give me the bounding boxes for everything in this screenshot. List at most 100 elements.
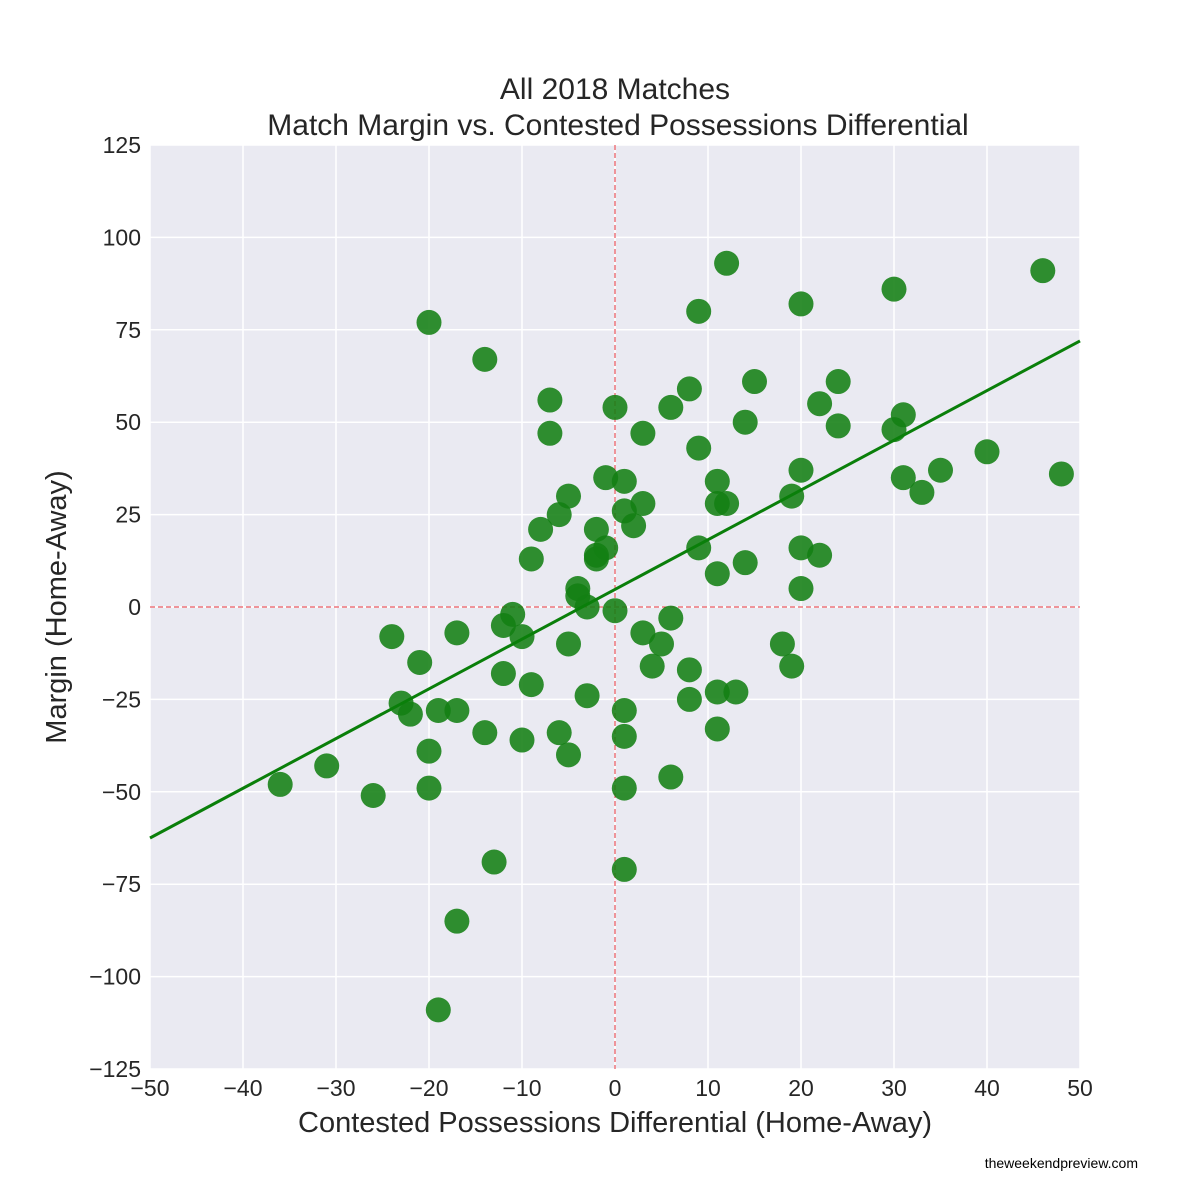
x-axis-label: Contested Possessions Differential (Home…: [298, 1107, 932, 1139]
data-points: [267, 250, 1074, 1023]
data-point: [593, 465, 619, 491]
data-point: [407, 649, 433, 675]
data-point: [881, 276, 907, 302]
data-point: [602, 598, 628, 624]
data-point: [649, 631, 674, 657]
data-point: [704, 679, 730, 705]
data-point: [602, 394, 628, 420]
data-point: [890, 465, 916, 491]
y-tick-label: 125: [103, 132, 141, 158]
x-tick-label: 0: [609, 1075, 622, 1101]
data-point: [1048, 461, 1074, 487]
data-point: [704, 716, 730, 742]
data-point: [425, 697, 451, 723]
y-tick-label: −75: [102, 871, 141, 897]
data-point: [714, 250, 740, 276]
x-tick-label: 40: [974, 1075, 1000, 1101]
y-tick-label: 75: [115, 317, 141, 343]
x-tick-label: 10: [695, 1075, 721, 1101]
data-point: [704, 468, 730, 494]
data-point: [360, 782, 386, 808]
data-point: [788, 457, 814, 483]
data-point: [546, 720, 572, 746]
data-point: [574, 683, 600, 709]
data-point: [444, 697, 470, 723]
x-tick-label: −30: [316, 1075, 355, 1101]
y-tick-label: 0: [128, 594, 141, 620]
data-point: [490, 661, 516, 687]
data-point: [611, 697, 637, 723]
data-point: [788, 291, 814, 317]
data-point: [416, 738, 442, 764]
data-point: [779, 653, 805, 679]
data-point: [714, 491, 740, 517]
data-point: [611, 856, 637, 882]
data-point: [611, 468, 637, 494]
data-point: [630, 620, 656, 646]
data-point: [881, 417, 907, 443]
x-tick-label: −40: [223, 1075, 262, 1101]
data-point: [686, 435, 712, 461]
trend-line: [149, 339, 1081, 840]
data-point: [416, 775, 442, 801]
data-point: [583, 546, 609, 572]
y-tick-label: 50: [115, 409, 141, 435]
data-point: [518, 546, 544, 572]
data-point: [928, 457, 953, 483]
data-point: [732, 409, 758, 435]
data-point: [676, 686, 702, 712]
data-point: [379, 624, 405, 650]
data-point: [676, 376, 702, 402]
data-point: [397, 701, 423, 727]
data-point: [556, 483, 581, 509]
data-point: [1030, 258, 1056, 284]
x-tick-label: 20: [788, 1075, 814, 1101]
data-point: [518, 672, 544, 698]
data-point: [732, 550, 758, 576]
data-point: [909, 479, 935, 505]
data-point: [556, 742, 581, 768]
x-tick-label: −50: [130, 1075, 169, 1101]
data-point: [686, 298, 712, 324]
data-point: [769, 631, 795, 657]
data-point: [825, 369, 851, 395]
chart-title-line-2: Match Margin vs. Contested Possessions D…: [267, 109, 968, 142]
data-point: [583, 516, 609, 542]
data-point: [416, 309, 442, 335]
chart-title-line-1: All 2018 Matches: [500, 73, 730, 106]
y-tick-label: −25: [102, 686, 141, 712]
data-point: [658, 605, 684, 631]
data-point: [537, 387, 563, 413]
data-point: [658, 394, 684, 420]
data-point: [611, 775, 637, 801]
data-point: [267, 771, 293, 797]
x-tick-label: 30: [881, 1075, 907, 1101]
data-point: [472, 720, 498, 746]
x-tick-label: −20: [409, 1075, 448, 1101]
data-point: [537, 420, 563, 446]
data-point: [704, 561, 730, 587]
y-tick-label: −125: [89, 1056, 141, 1082]
y-tick-label: 25: [115, 502, 141, 528]
site-credit: theweekendpreview.com: [984, 1155, 1138, 1171]
data-point: [528, 516, 554, 542]
data-point: [742, 369, 767, 395]
trend-line-group: [149, 339, 1081, 840]
data-point: [425, 997, 451, 1023]
data-point: [807, 542, 833, 568]
y-tick-labels: −125 −100 −75 −50 −25 0 25 50 75 100 125: [89, 132, 141, 1082]
x-tick-label: −10: [502, 1075, 541, 1101]
x-tick-labels: −50 −40 −30 −20 −10 0 10 20 30 40 50: [130, 1075, 1092, 1101]
y-tick-label: −50: [102, 779, 141, 805]
y-tick-label: 100: [103, 224, 141, 250]
data-point: [676, 657, 702, 683]
data-point: [723, 679, 749, 705]
y-axis-label: Margin (Home-Away): [41, 470, 73, 743]
data-point: [658, 764, 684, 790]
y-tick-label: −100: [89, 964, 141, 990]
data-point: [490, 612, 516, 638]
data-point: [621, 513, 647, 539]
data-point: [639, 653, 665, 679]
data-point: [509, 727, 535, 753]
